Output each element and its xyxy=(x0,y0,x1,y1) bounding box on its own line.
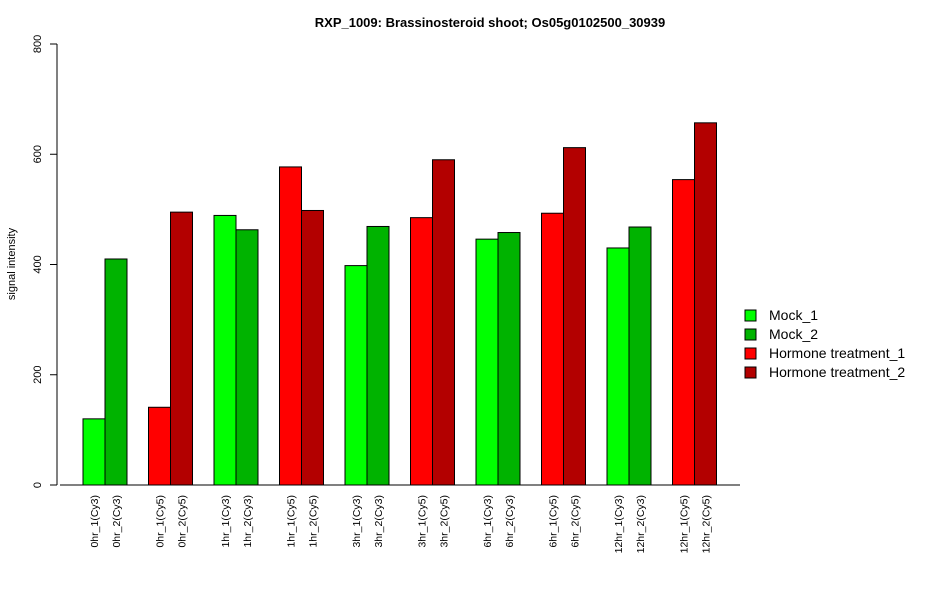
legend-label: Hormone treatment_1 xyxy=(769,345,905,361)
chart-title: RXP_1009: Brassinosteroid shoot; Os05g01… xyxy=(315,15,665,30)
bar xyxy=(432,159,455,486)
legend-label: Hormone treatment_2 xyxy=(769,364,905,380)
bar xyxy=(213,214,237,486)
bar xyxy=(104,258,128,486)
legend-swatch xyxy=(744,347,757,360)
x-tick-label: 3hr_1(Cy3) xyxy=(351,495,363,548)
legend-label: Mock_1 xyxy=(769,307,818,323)
x-tick-label: 12hr_2(Cy3) xyxy=(635,495,647,553)
bar xyxy=(694,122,717,486)
bar xyxy=(279,166,302,486)
x-tick-label: 12hr_1(Cy3) xyxy=(613,495,625,553)
bar xyxy=(235,229,259,486)
bar xyxy=(170,211,193,486)
x-tick-label: 6hr_1(Cy5) xyxy=(548,495,560,548)
bar xyxy=(148,406,171,486)
bar xyxy=(497,232,521,486)
bar xyxy=(541,212,564,486)
y-axis: 0 200 400 600 800 xyxy=(32,35,58,488)
bar xyxy=(628,226,652,486)
x-tick-label: 12hr_1(Cy5) xyxy=(679,495,691,553)
bar xyxy=(672,179,695,486)
x-tick-label: 6hr_2(Cy5) xyxy=(570,495,582,548)
legend-swatch xyxy=(744,309,757,322)
bar xyxy=(606,247,630,486)
legend-swatch xyxy=(744,328,757,341)
y-tick-label: 0 xyxy=(32,482,44,488)
x-tick-label: 6hr_1(Cy3) xyxy=(482,495,494,548)
x-tick-label: 0hr_1(Cy5) xyxy=(155,495,167,548)
x-tick-label: 3hr_2(Cy3) xyxy=(373,495,385,548)
x-tick-label: 3hr_2(Cy5) xyxy=(439,495,451,548)
x-tick-label: 0hr_1(Cy3) xyxy=(89,495,101,548)
x-tick-label: 0hr_2(Cy3) xyxy=(111,495,123,548)
bar xyxy=(344,265,368,486)
bar xyxy=(301,209,324,486)
legend: Mock_1 Mock_2 Hormone treatment_1 Hormone t… xyxy=(744,307,905,380)
x-tick-label: 1hr_2(Cy5) xyxy=(308,495,320,548)
bar xyxy=(410,217,433,486)
x-tick-label: 0hr_2(Cy5) xyxy=(177,495,189,548)
x-tick-label: 3hr_1(Cy5) xyxy=(417,495,429,548)
bar xyxy=(475,238,499,486)
x-tick-label: 1hr_1(Cy3) xyxy=(220,495,232,548)
x-tick-label: 1hr_1(Cy5) xyxy=(286,495,298,548)
x-tick-labels: 0hr_1(Cy3) 0hr_2(Cy3) 0hr_1(Cy5) 0hr_2(Cy5)… xyxy=(89,495,713,553)
x-tick-label: 6hr_2(Cy3) xyxy=(504,495,516,548)
bar xyxy=(563,147,586,486)
y-axis-label: signal intensity xyxy=(6,227,18,300)
bar xyxy=(82,418,106,486)
bars-group xyxy=(82,122,717,486)
x-tick-label: 12hr_2(Cy5) xyxy=(701,495,713,553)
x-tick-label: 1hr_2(Cy3) xyxy=(242,495,254,548)
legend-label: Mock_2 xyxy=(769,326,818,342)
legend-swatch xyxy=(744,366,757,379)
y-tick-label: 600 xyxy=(32,145,44,163)
y-tick-label: 400 xyxy=(32,255,44,273)
y-tick-label: 200 xyxy=(32,366,44,384)
y-tick-label: 800 xyxy=(32,35,44,53)
bar xyxy=(366,225,390,486)
